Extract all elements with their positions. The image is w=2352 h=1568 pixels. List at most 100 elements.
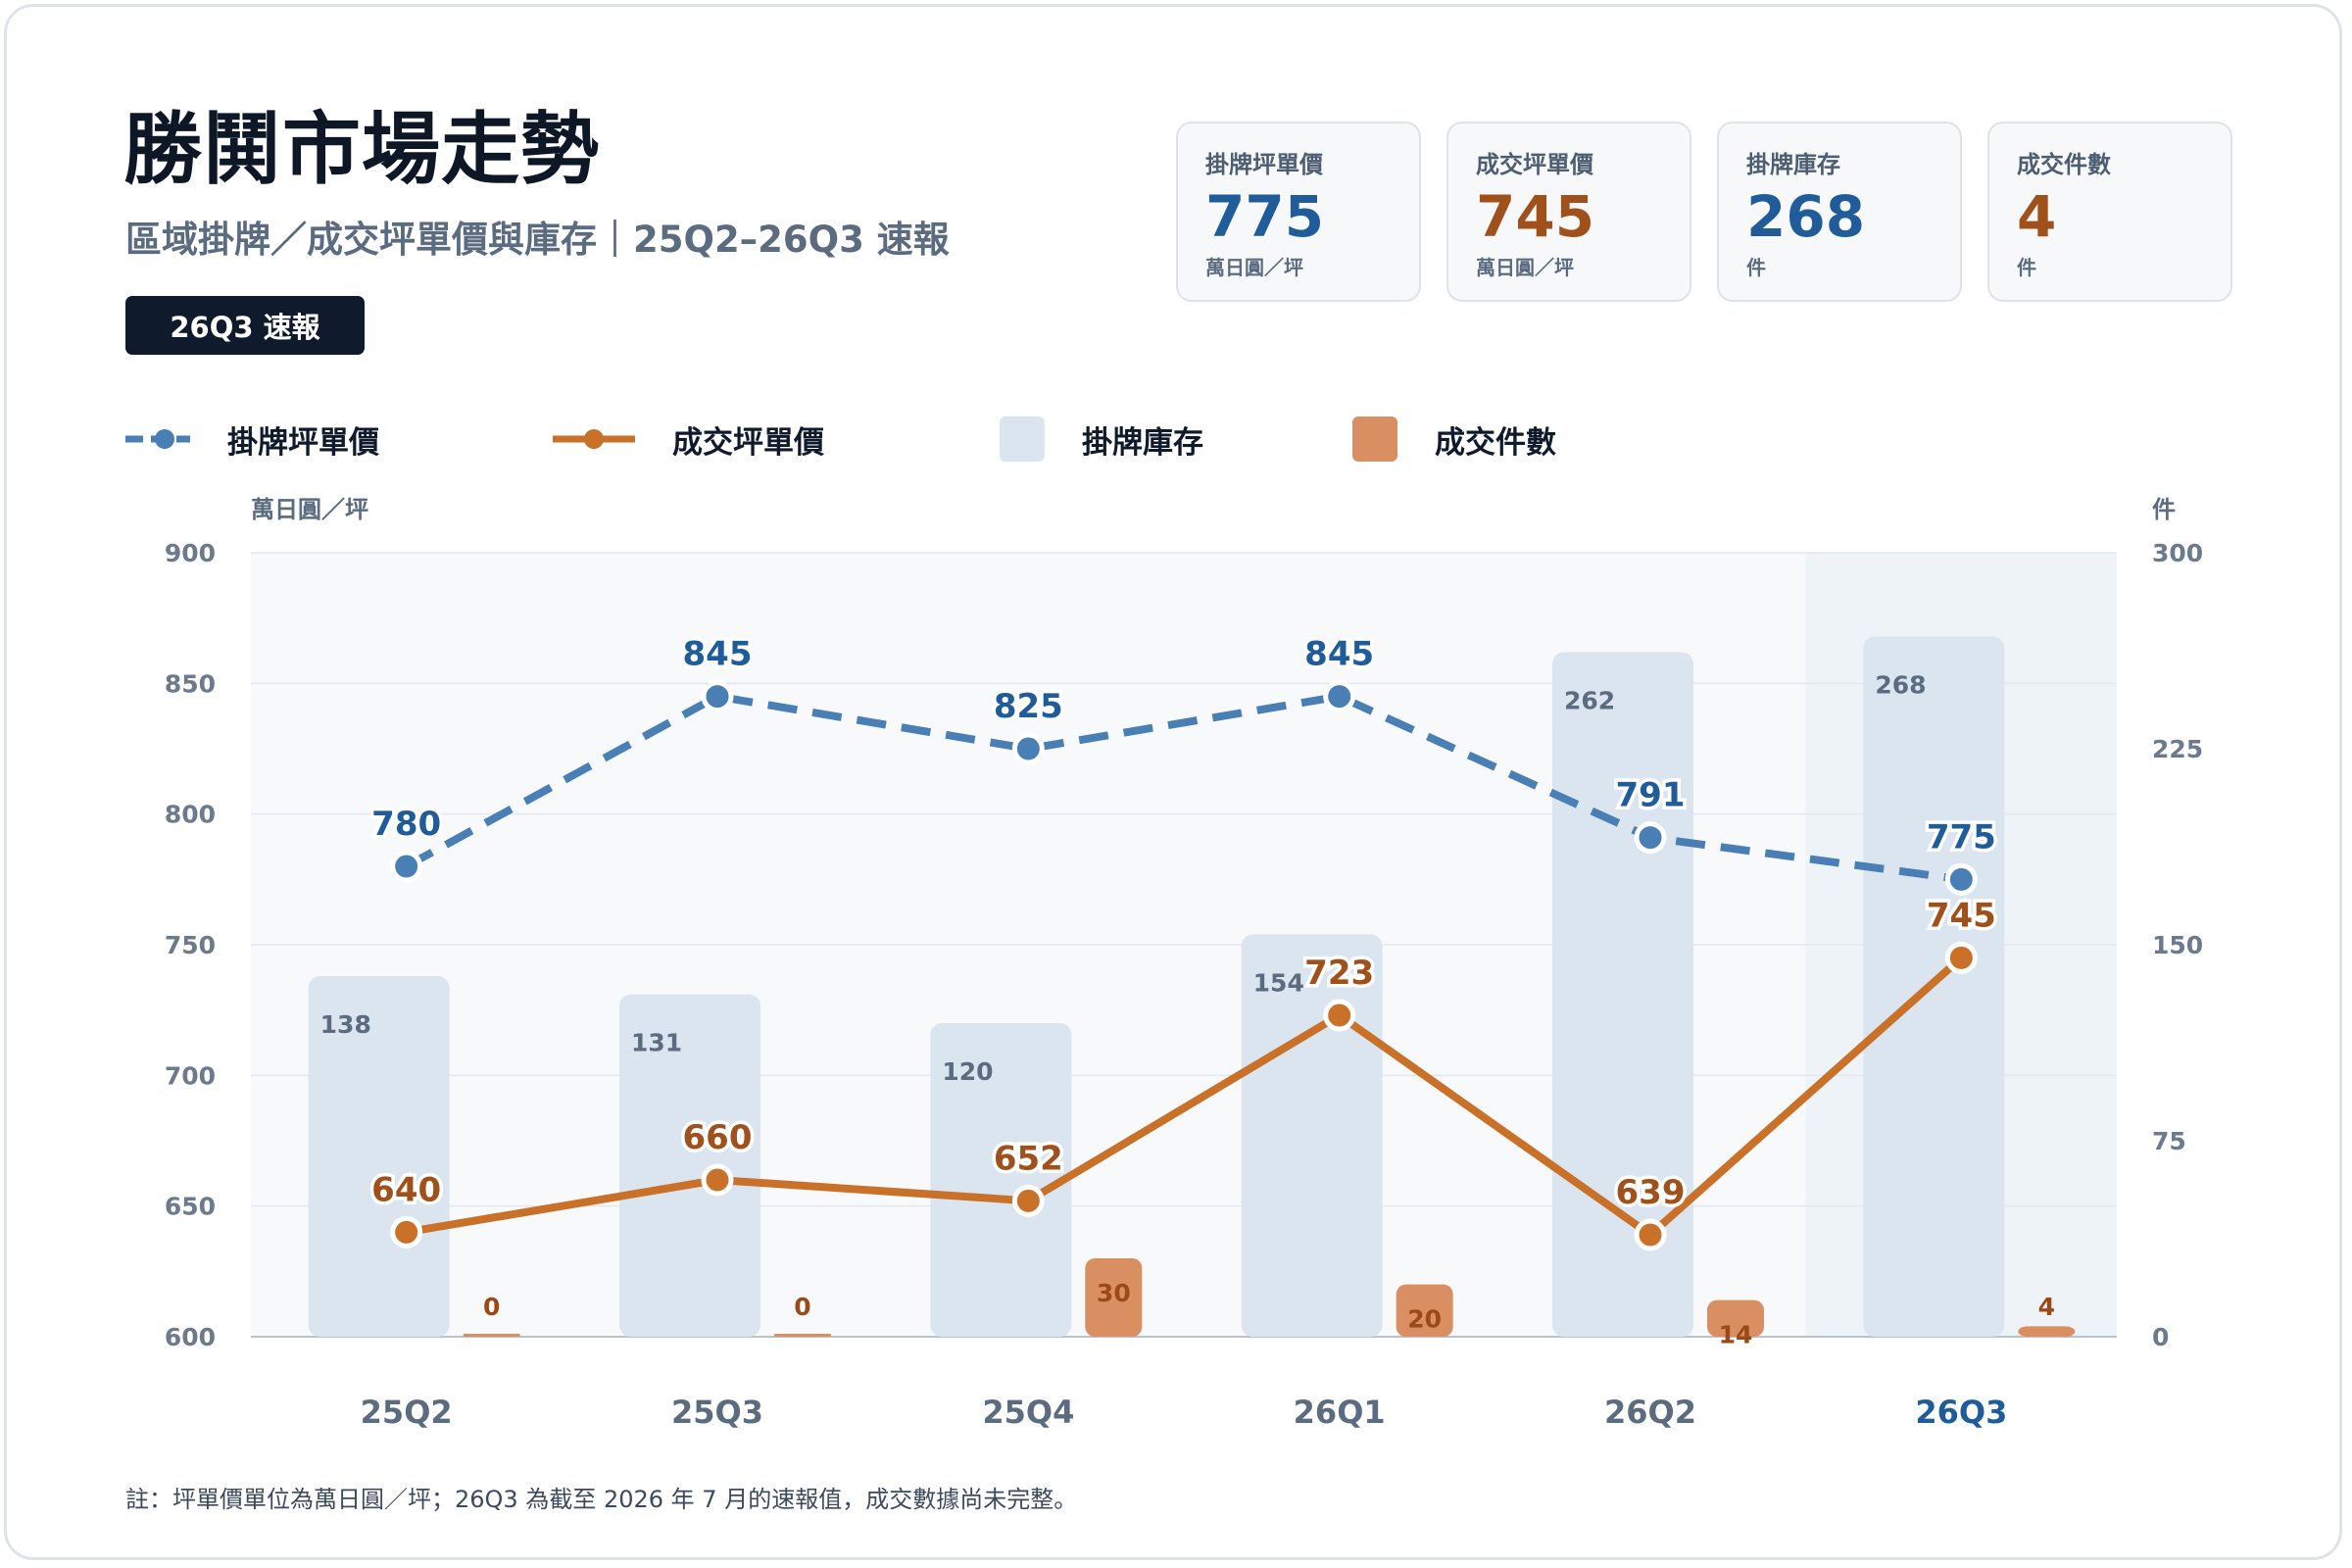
y-left-tick-label: 800 [165,801,216,829]
bar-label-inventory: 138 [320,1010,371,1039]
bar-inventory [308,976,450,1337]
data-point [1634,1218,1667,1251]
bar-label-deals: 30 [1097,1279,1131,1307]
bar-label-deals: 20 [1407,1305,1442,1334]
kpi-unit: 件 [1746,256,1766,279]
kpi-value: 268 [1746,183,1866,250]
data-label: 660 [683,1118,753,1157]
y-left-tick-label: 650 [165,1193,216,1221]
kpi-label: 成交件數 [2017,151,2111,178]
bar-inventory [1552,652,1693,1337]
bar-label-inventory: 262 [1564,686,1615,714]
legend-item-deal-price: 成交坪單價 [553,412,824,466]
x-tick-label: 26Q2 [1604,1394,1696,1431]
data-label: 845 [1304,635,1374,674]
data-point [1944,941,1978,974]
y-right-tick-label: 150 [2152,931,2203,959]
kpi-card-inventory: 掛牌庫存 268 件 [1717,122,1962,302]
kpi-label: 掛牌坪單價 [1205,151,1323,178]
bar-label-inventory: 120 [942,1057,993,1086]
bar-deals [2018,1326,2076,1337]
kpi-unit: 萬日圓／坪 [1476,256,1574,279]
kpi-card-deals: 成交件數 4 件 [1987,122,2232,302]
legend-item-deals: 成交件數 [1352,412,1556,466]
x-tick-label: 25Q2 [361,1394,453,1431]
legend-label: 掛牌庫存 [1082,424,1203,461]
data-label: 745 [1927,896,1996,935]
data-point [390,1215,423,1249]
bar-label-deals: 4 [2038,1293,2055,1321]
legend-label: 成交件數 [1435,424,1556,461]
bar-swatch-icon [1000,416,1045,462]
y-left-tick-label: 850 [165,669,216,698]
y-left-tick-label: 900 [165,539,216,567]
data-point [1944,862,1978,896]
kpi-unit: 件 [2017,256,2036,279]
kpi-unit: 萬日圓／坪 [1205,256,1303,279]
status-badge: 26Q3 速報 [125,296,365,355]
legend-label: 成交坪單價 [672,424,824,461]
legend-item-listing-price: 掛牌坪單價 [125,412,379,466]
y-left-tick-label: 700 [165,1061,216,1090]
kpi-value: 4 [2017,183,2057,250]
bar-deals [1085,1258,1143,1337]
kpi-label: 成交坪單價 [1476,151,1593,178]
data-label: 845 [683,635,753,674]
solid-line-dot-icon [553,429,635,449]
y-left-tick-label: 600 [165,1323,216,1351]
x-tick-label: 26Q3 [1915,1394,2007,1431]
kpi-value: 745 [1476,183,1595,250]
footnote: 註：坪單價單位為萬日圓／坪；26Q3 為截至 2026 年 7 月的速報值，成交… [125,1486,1078,1513]
y-right-axis-label: 件 [2152,496,2176,523]
y-right-tick-label: 75 [2152,1127,2186,1155]
data-label: 640 [371,1170,441,1209]
data-label: 775 [1927,817,1996,857]
y-right-tick-label: 225 [2152,735,2203,763]
bar-inventory [1241,934,1383,1337]
bar-inventory [619,994,760,1337]
bar-deals [1396,1284,1453,1337]
y-right-tick-label: 0 [2152,1323,2169,1351]
bar-deals [774,1334,831,1337]
x-tick-label: 25Q4 [982,1394,1074,1431]
data-point [390,850,423,883]
bar-label-inventory: 131 [631,1029,682,1057]
y-right-tick-label: 300 [2152,539,2203,567]
data-label: 791 [1616,776,1686,815]
data-label: 652 [994,1139,1063,1178]
kpi-card-listing-price: 掛牌坪單價 775 萬日圓／坪 [1176,122,1421,302]
bar-inventory [930,1023,1072,1337]
data-point [1011,732,1045,765]
bar-label-deals: 14 [1719,1321,1753,1349]
bar-deals [1707,1299,1764,1337]
data-point [701,680,734,713]
kpi-card-deal-price: 成交坪單價 745 萬日圓／坪 [1446,122,1691,302]
page-subtitle: 區域掛牌／成交坪單價與庫存｜25Q2–26Q3 速報 [125,219,950,261]
data-label: 723 [1304,954,1374,993]
page-title: 勝鬨市場走勢 [123,103,600,195]
legend-label: 掛牌坪單價 [227,424,379,461]
y-left-axis-label: 萬日圓／坪 [251,496,368,523]
data-point [1323,680,1356,713]
legend-item-inventory: 掛牌庫存 [1000,412,1203,466]
line-deal-price [406,955,1964,1239]
data-label: 639 [1616,1173,1686,1212]
data-point [1011,1184,1045,1217]
x-tick-label: 25Q3 [671,1394,763,1431]
kpi-value: 775 [1205,183,1325,250]
dashed-line-dot-icon [125,429,190,449]
bar-label-deals: 0 [483,1293,500,1321]
kpi-label: 掛牌庫存 [1746,151,1840,178]
line-listing-price [404,692,1962,884]
bar-label-deals: 0 [794,1293,810,1321]
bar-swatch-icon [1352,416,1397,462]
bar-label-inventory: 268 [1875,670,1926,699]
data-point [1323,999,1356,1032]
data-label: 780 [371,805,441,844]
data-point [1634,821,1667,855]
bar-deals [463,1334,520,1337]
bar-label-inventory: 154 [1253,968,1304,997]
x-tick-label: 26Q1 [1294,1394,1386,1431]
data-point [701,1163,734,1197]
